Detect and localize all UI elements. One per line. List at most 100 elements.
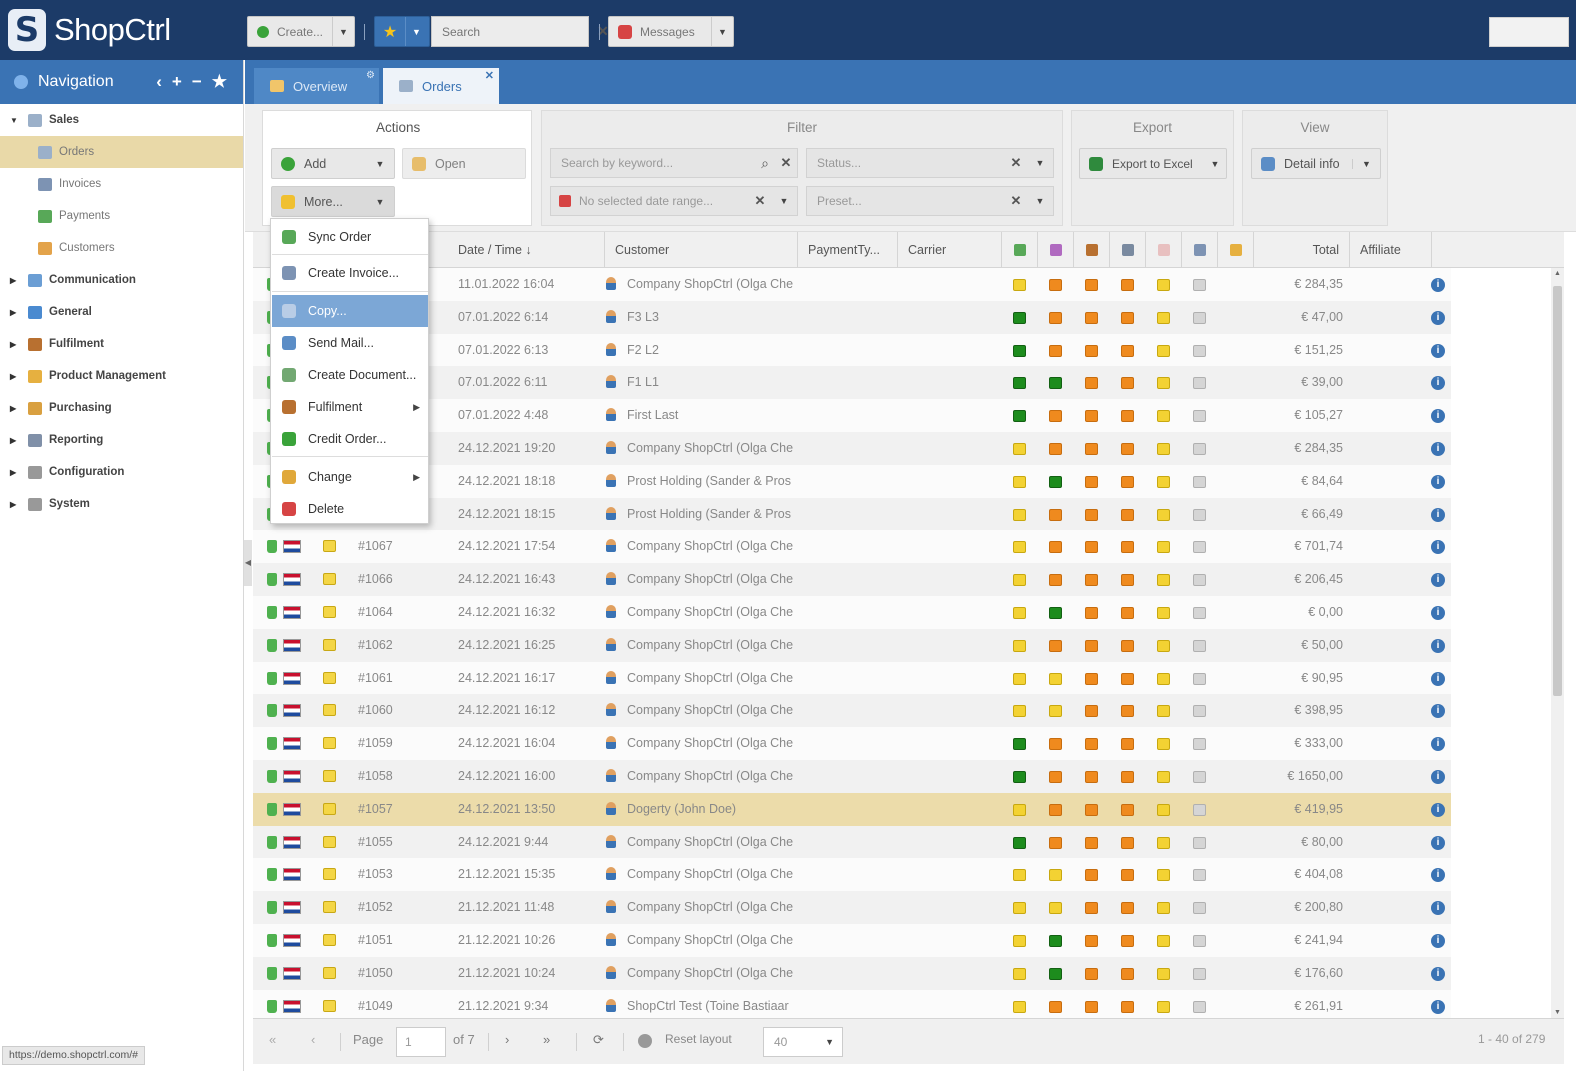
sidebar-item-customers[interactable]: Customers — [0, 232, 243, 264]
collapsed-arrow-icon[interactable]: ▶ — [10, 339, 17, 349]
search-icon[interactable]: ⌕ — [761, 154, 769, 171]
table-row[interactable]: 07.01.2022 6:13 F2 L2 € 151,25 i — [253, 333, 1451, 367]
info-icon[interactable]: i — [1431, 671, 1445, 686]
column-payment-type[interactable]: PaymentTy... — [798, 232, 898, 268]
info-icon[interactable]: i — [1431, 573, 1445, 588]
chevron-down-icon[interactable]: ▼ — [375, 158, 385, 169]
table-row[interactable]: #1049 21.12.2021 9:34 ShopCtrl Test (Toine… — [253, 989, 1451, 1018]
sidebar-item-orders[interactable]: Orders — [0, 136, 243, 168]
panel-splitter[interactable]: ◀ — [244, 540, 252, 586]
expand-arrow-icon[interactable]: ▼ — [10, 115, 18, 125]
open-button[interactable]: Open — [402, 148, 526, 179]
table-row[interactable]: 11.01.2022 16:04 Company ShopCtrl (Olga C… — [253, 268, 1451, 301]
refresh-icon[interactable]: ⟳ — [593, 1032, 604, 1047]
chevron-down-icon[interactable]: ▼ — [332, 17, 354, 46]
column-total[interactable]: Total — [1254, 232, 1350, 268]
table-row[interactable]: #1066 24.12.2021 16:43 Company ShopCtrl (O… — [253, 563, 1451, 597]
sidebar-item-general[interactable]: ▶ General — [0, 296, 243, 328]
table-row[interactable]: #1062 24.12.2021 16:25 Company ShopCtrl (O… — [253, 628, 1451, 662]
info-icon[interactable]: i — [1431, 966, 1445, 981]
info-icon[interactable]: i — [1431, 278, 1445, 292]
close-tab-icon[interactable]: ✕ — [484, 70, 494, 82]
page-size-select[interactable]: 40 ▼ — [763, 1027, 843, 1057]
table-row[interactable]: #1050 21.12.2021 10:24 Company ShopCtrl (O… — [253, 956, 1451, 990]
info-icon[interactable]: i — [1431, 638, 1445, 653]
global-search-input[interactable] — [432, 17, 597, 46]
sidebar-item-product-management[interactable]: ▶ Product Management — [0, 360, 243, 392]
previous-page-icon[interactable]: ‹ — [311, 1032, 316, 1047]
info-icon[interactable]: i — [1431, 835, 1445, 850]
info-icon[interactable]: i — [1431, 737, 1445, 752]
table-row[interactable]: 07.01.2022 4:48 First Last € 105,27 i — [253, 399, 1451, 433]
table-row[interactable]: #1052 21.12.2021 11:48 Company ShopCtrl (O… — [253, 891, 1451, 925]
collapsed-arrow-icon[interactable]: ▶ — [10, 371, 17, 381]
column-payment-status[interactable] — [1002, 232, 1038, 268]
clear-icon[interactable]: ✕ — [780, 155, 792, 170]
page-number-input[interactable]: 1 — [396, 1027, 446, 1057]
column-stats[interactable] — [1038, 232, 1074, 268]
info-icon[interactable]: i — [1431, 606, 1445, 620]
chevron-down-icon[interactable]: ▼ — [405, 17, 427, 46]
sidebar-item-system[interactable]: ▶ System — [0, 488, 243, 520]
info-icon[interactable]: i — [1431, 868, 1445, 883]
table-row[interactable]: 24.12.2021 19:20 Company ShopCtrl (Olga C… — [253, 432, 1451, 465]
more-button[interactable]: More... ▼ — [271, 186, 395, 217]
table-row[interactable]: #1059 24.12.2021 16:04 Company ShopCtrl (O… — [253, 727, 1451, 761]
tab-overview[interactable]: Overview ⚙ — [254, 68, 379, 104]
chevron-down-icon[interactable]: ▼ — [375, 196, 385, 207]
messages-button[interactable]: Messages ▼ — [608, 16, 734, 47]
collapsed-arrow-icon[interactable]: ▶ — [10, 275, 17, 285]
table-row[interactable]: #1060 24.12.2021 16:12 Company ShopCtrl (O… — [253, 694, 1451, 728]
info-icon[interactable]: i — [1431, 507, 1445, 522]
add-button[interactable]: Add ▼ — [271, 148, 395, 179]
table-row[interactable]: 24.12.2021 18:15 Prost Holding (Sander & … — [253, 497, 1451, 531]
table-row[interactable]: 07.01.2022 6:14 F3 L3 € 47,00 i — [253, 300, 1451, 334]
create-button[interactable]: Create... ▼ — [247, 16, 355, 47]
menu-item-credit-order[interactable]: Credit Order... — [272, 423, 428, 455]
info-icon[interactable]: i — [1431, 901, 1445, 916]
clear-search-icon[interactable]: ✕ — [597, 23, 609, 39]
keyword-search-field[interactable]: Search by keyword... ⌕ ✕ — [550, 148, 798, 178]
sidebar-item-invoices[interactable]: Invoices — [0, 168, 243, 200]
first-page-icon[interactable]: « — [269, 1032, 277, 1047]
collapse-all-icon[interactable]: − — [191, 72, 202, 91]
sidebar-item-fulfilment[interactable]: ▶ Fulfilment — [0, 328, 243, 360]
chevron-down-icon[interactable]: ▼ — [1210, 158, 1220, 169]
info-icon[interactable]: i — [1431, 999, 1445, 1014]
column-export[interactable] — [1218, 232, 1254, 268]
chevron-down-icon[interactable]: ▼ — [1035, 196, 1045, 206]
info-icon[interactable]: i — [1431, 934, 1445, 948]
menu-item-send-mail[interactable]: Send Mail... — [272, 327, 428, 359]
vertical-scrollbar[interactable]: ▲ ▼ — [1551, 268, 1564, 1018]
chevron-down-icon[interactable]: ▼ — [779, 196, 789, 206]
sidebar-item-reporting[interactable]: ▶ Reporting — [0, 424, 243, 456]
info-icon[interactable]: i — [1431, 376, 1445, 391]
column-affiliate[interactable]: Affiliate — [1350, 232, 1432, 268]
favorites-button[interactable]: ★ ▼ — [374, 16, 430, 47]
sidebar-item-communication[interactable]: ▶ Communication — [0, 264, 243, 296]
info-icon[interactable]: i — [1431, 802, 1445, 817]
tab-orders[interactable]: Orders ✕ — [383, 68, 499, 104]
collapsed-arrow-icon[interactable]: ▶ — [10, 403, 17, 413]
info-icon[interactable]: i — [1431, 409, 1445, 424]
menu-item-create-document[interactable]: Create Document... — [272, 359, 428, 391]
sidebar-item-payments[interactable]: Payments — [0, 200, 243, 232]
sidebar-item-configuration[interactable]: ▶ Configuration — [0, 456, 243, 488]
table-row[interactable]: #1053 21.12.2021 15:35 Company ShopCtrl (O… — [253, 858, 1451, 892]
info-icon[interactable]: i — [1431, 442, 1445, 456]
collapsed-arrow-icon[interactable]: ▶ — [10, 499, 17, 509]
expand-all-icon[interactable]: + — [171, 72, 182, 91]
menu-item-change[interactable]: Change ▶ — [272, 461, 428, 493]
column-tag[interactable] — [1146, 232, 1182, 268]
clear-icon[interactable]: ✕ — [1010, 155, 1022, 170]
collapsed-arrow-icon[interactable]: ▶ — [10, 435, 17, 445]
info-icon[interactable]: i — [1431, 343, 1445, 358]
menu-item-copy[interactable]: Copy... — [272, 295, 428, 327]
date-range-field[interactable]: No selected date range... ✕ ▼ — [550, 186, 798, 216]
table-row[interactable]: #1058 24.12.2021 16:00 Company ShopCtrl (O… — [253, 760, 1451, 793]
favorite-star-icon[interactable]: ★ — [211, 72, 227, 91]
table-row[interactable]: #1051 21.12.2021 10:26 Company ShopCtrl (O… — [253, 924, 1451, 957]
table-row[interactable]: #1064 24.12.2021 16:32 Company ShopCtrl (O… — [253, 596, 1451, 629]
scroll-up-icon[interactable]: ▲ — [1554, 270, 1561, 277]
gear-icon[interactable]: ⚙ — [366, 70, 375, 81]
